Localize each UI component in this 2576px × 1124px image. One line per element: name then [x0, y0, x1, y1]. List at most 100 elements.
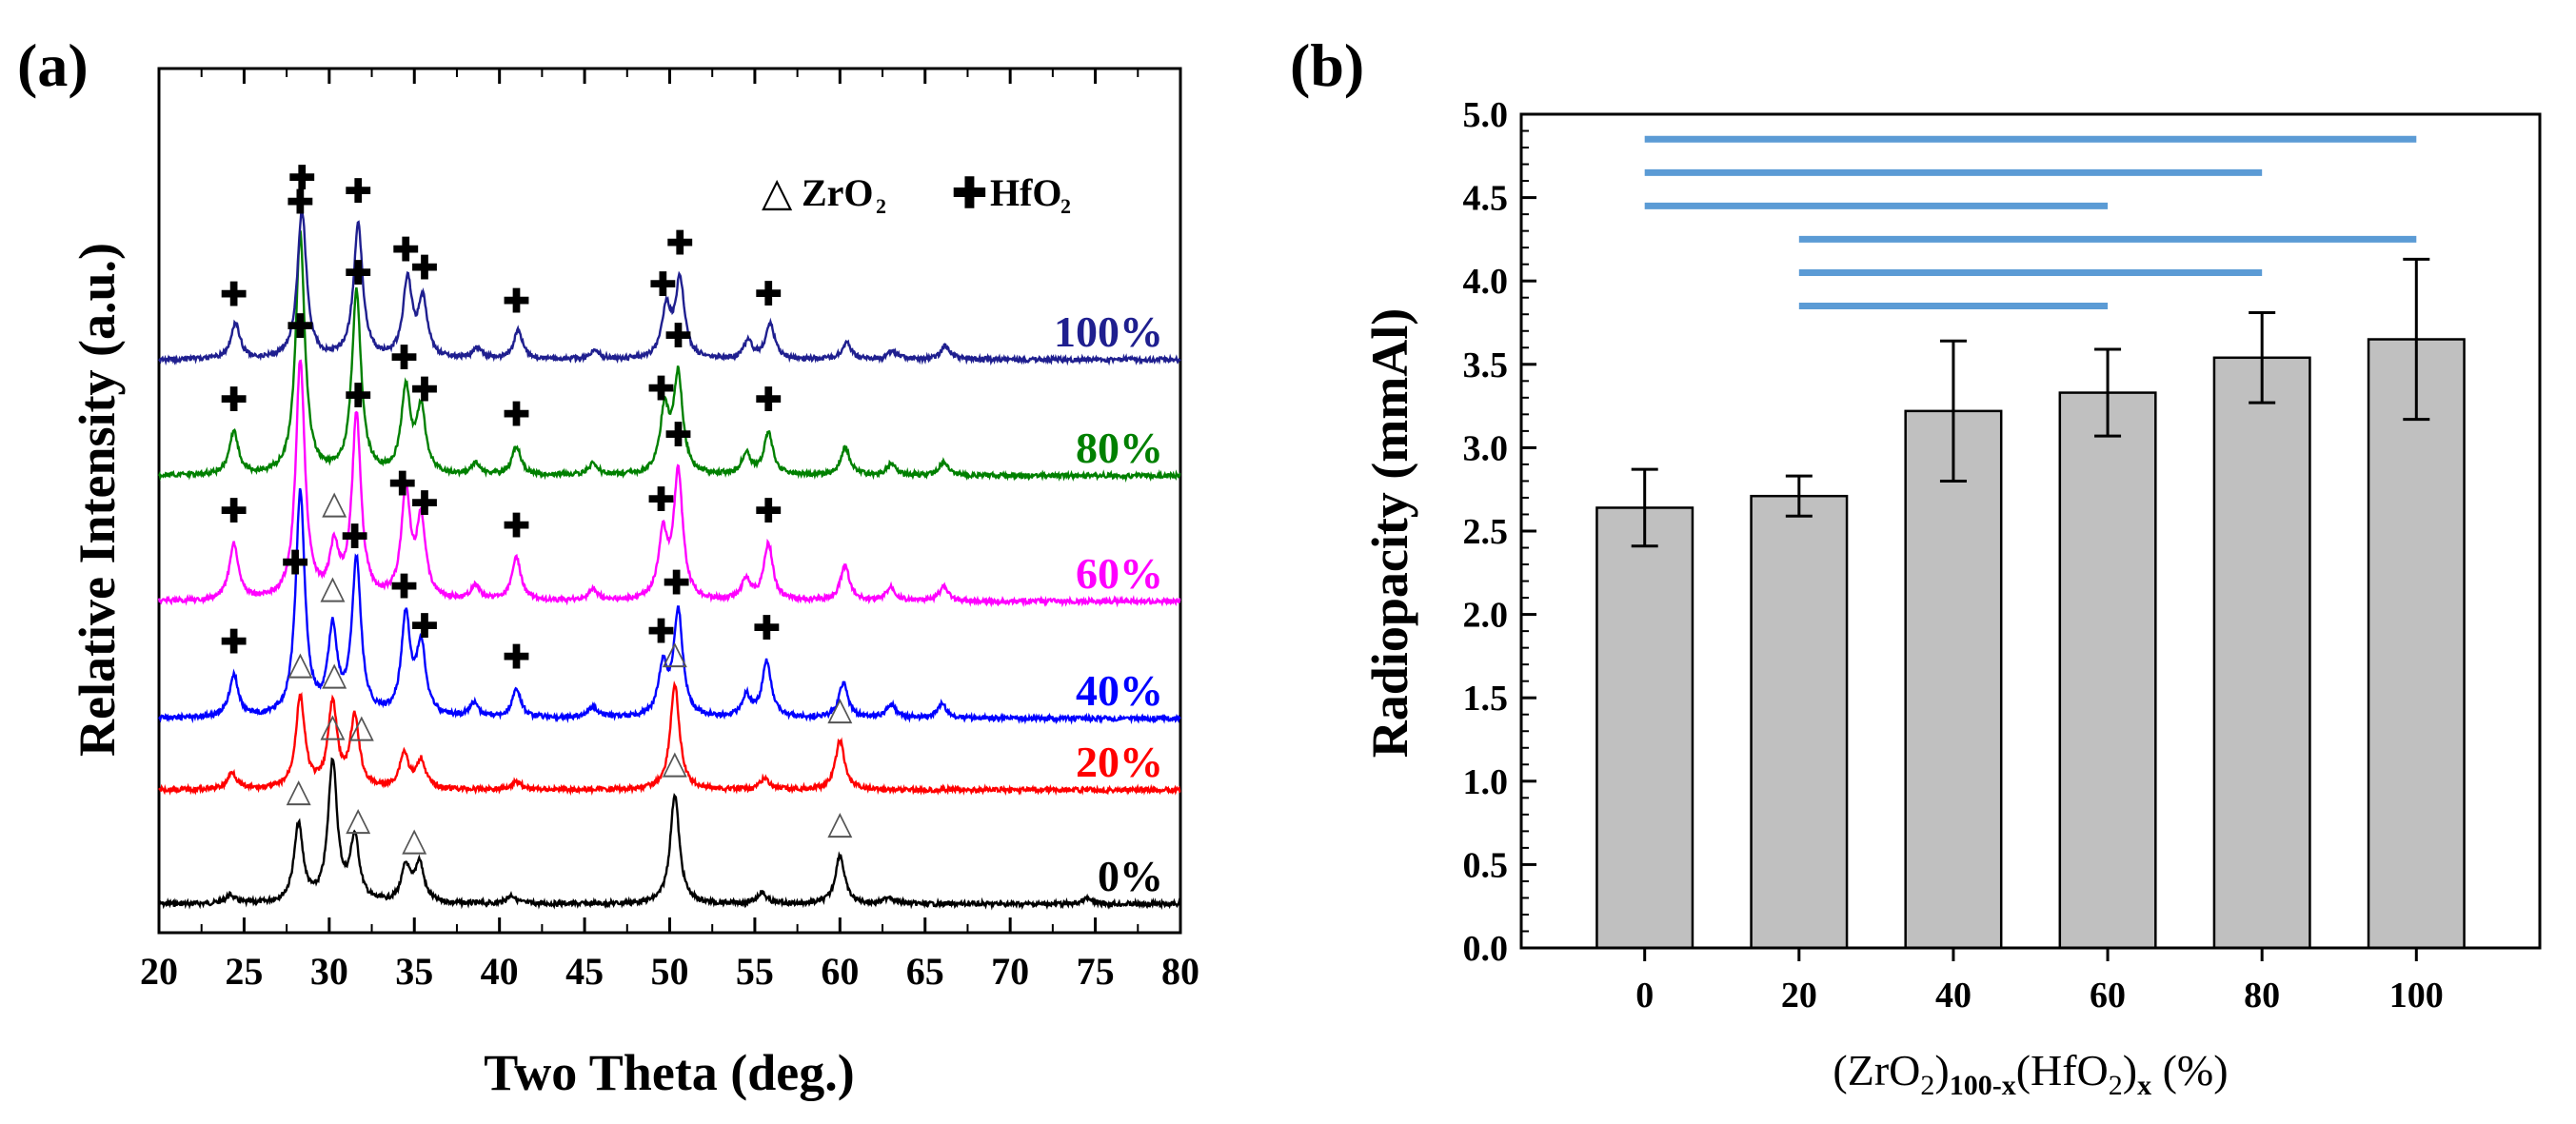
radiopacity-plot: 0.0 0.5 1.0 1.5 2.0 2.5 3.0 3.5 4.0 4.5 5.0 0 20 40 60…	[1361, 95, 2542, 1101]
hfo2-marker: ✚	[220, 383, 248, 418]
hfo2-marker: ✚	[287, 309, 314, 345]
hfo2-marker: ✚	[647, 483, 675, 518]
legend-zro2-label: ZrO	[802, 171, 874, 214]
hfo2-marker: ✚	[282, 546, 309, 582]
hfo2-marker: ✚	[220, 278, 248, 313]
hfo2-marker: ✚	[755, 383, 783, 418]
legend-hfo2-symbol: ✚	[952, 170, 987, 217]
zro2-marker: △	[402, 823, 427, 858]
bar-80	[2212, 356, 2311, 950]
radiopacity-y-tick-label: 3.0	[1463, 428, 1509, 468]
hfo2-marker: ✚	[647, 372, 675, 407]
hfo2-marker: ✚	[647, 615, 675, 650]
bar-60	[2058, 391, 2157, 950]
hfo2-marker: ✚	[663, 566, 690, 601]
xrd-series-label: 80%	[1076, 424, 1163, 472]
legend-zro2-symbol: △	[762, 171, 793, 215]
zro2-marker: △	[287, 774, 312, 809]
xrd-curve-60pct	[157, 359, 1181, 608]
zro2-marker: △	[320, 570, 346, 605]
radiopacity-y-axis-label: Radiopacity (mmAl)	[1361, 308, 1418, 758]
hfo2-marker: ✚	[411, 609, 439, 644]
xrd-x-tick-label: 60	[821, 950, 859, 993]
hfo2-marker: ✚	[388, 467, 416, 503]
radiopacity-y-tick-label: 4.0	[1463, 262, 1509, 302]
zro2-marker: △	[322, 657, 347, 692]
hfo2-marker: ✚	[345, 174, 372, 209]
hfo2-marker: ✚	[753, 611, 781, 646]
legend-hfo2-subscript: 2	[1060, 194, 1071, 218]
xrd-plot: 20 25 30 35 40 45 50 55 60 65 70 75 80 △△△△△△△ △△△△✚✚…	[69, 67, 1199, 1101]
hfo2-marker: ✚	[664, 320, 692, 355]
radiopacity-x-tick-label: 100	[2389, 976, 2444, 1016]
xrd-x-tick-label: 75	[1077, 950, 1115, 993]
zro2-marker: △	[663, 636, 688, 671]
xrd-x-tick-label: 45	[565, 950, 604, 993]
xrd-x-axis-label: Two Theta (deg.)	[484, 1044, 855, 1101]
radiopacity-x-tick-label: 0	[1635, 976, 1654, 1016]
radiopacity-x-axis-label: (ZrO2)100-x(HfO2)x (%)	[1833, 1046, 2228, 1101]
hfo2-marker: ✚	[341, 520, 368, 555]
xrd-curve-100pct	[158, 207, 1181, 366]
hfo2-marker: ✚	[503, 285, 530, 320]
xrd-curve-0pct	[158, 757, 1182, 911]
zro2-marker: △	[287, 646, 313, 681]
panel-b-label: (b)	[1290, 31, 1364, 99]
zro2-marker: △	[349, 709, 375, 744]
hfo2-marker: ✚	[755, 277, 783, 312]
hfo2-marker: ✚	[392, 233, 420, 268]
hfo2-marker: ✚	[411, 373, 439, 408]
xrd-curve-80pct	[157, 229, 1181, 483]
bar-100	[2367, 338, 2466, 950]
radiopacity-y-tick-label: 0.5	[1463, 845, 1509, 885]
zro2-marker: △	[320, 709, 346, 744]
xrd-series-label: 20%	[1076, 738, 1163, 786]
radiopacity-y-tick-label: 1.5	[1463, 679, 1509, 719]
hfo2-marker: ✚	[664, 419, 692, 454]
radiopacity-y-tick-label: 0.0	[1463, 929, 1509, 969]
hfo2-marker: ✚	[503, 641, 530, 676]
legend-zro2-subscript: 2	[876, 194, 886, 218]
xrd-y-axis-label: Relative Intensity (a.u.)	[69, 243, 126, 757]
radiopacity-x-tick-label: 80	[2244, 976, 2280, 1016]
xrd-x-tick-label: 40	[481, 950, 519, 993]
xrd-x-tick-label: 35	[395, 950, 433, 993]
zro2-marker: △	[663, 745, 688, 780]
hfo2-marker: ✚	[503, 398, 530, 433]
xrd-curve-20pct	[158, 680, 1181, 797]
xrd-series-label: 40%	[1076, 666, 1163, 715]
hfo2-marker: ✚	[288, 162, 316, 197]
legend-hfo2-label: HfO	[990, 171, 1062, 214]
zro2-marker: △	[346, 802, 371, 838]
hfo2-marker: ✚	[345, 257, 372, 292]
hfo2-marker: ✚	[649, 268, 677, 304]
zro2-marker: △	[322, 486, 347, 522]
zro2-marker: △	[827, 692, 853, 727]
bar-40	[1904, 409, 2003, 950]
xrd-curve-40pct	[158, 487, 1181, 725]
hfo2-marker: ✚	[287, 186, 314, 221]
xrd-series-label: 60%	[1076, 549, 1163, 598]
hfo2-marker: ✚	[220, 494, 248, 529]
xrd-x-tick-label: 80	[1161, 950, 1199, 993]
xrd-x-tick-label: 25	[225, 950, 263, 993]
hfo2-marker: ✚	[503, 509, 530, 544]
xrd-x-tick-label: 20	[140, 950, 178, 993]
xrd-x-tick-label: 55	[736, 950, 774, 993]
radiopacity-y-tick-label: 4.5	[1463, 179, 1509, 219]
radiopacity-y-tick-label: 1.0	[1463, 762, 1509, 802]
hfo2-marker: ✚	[755, 494, 783, 529]
radiopacity-y-tick-label: 2.5	[1463, 512, 1509, 552]
bar-0	[1595, 506, 1694, 950]
radiopacity-x-tick-label: 60	[2090, 976, 2126, 1016]
zro2-marker: △	[827, 806, 853, 841]
hfo2-marker: ✚	[411, 251, 439, 286]
bar-20	[1750, 494, 1849, 950]
hfo2-marker: ✚	[411, 486, 439, 522]
xrd-series-label: 0%	[1098, 852, 1163, 900]
radiopacity-y-tick-label: 3.5	[1463, 345, 1509, 385]
radiopacity-y-tick-label: 5.0	[1463, 95, 1509, 135]
radiopacity-x-tick-label: 40	[1935, 976, 1972, 1016]
xrd-series-label: 100%	[1054, 307, 1163, 356]
